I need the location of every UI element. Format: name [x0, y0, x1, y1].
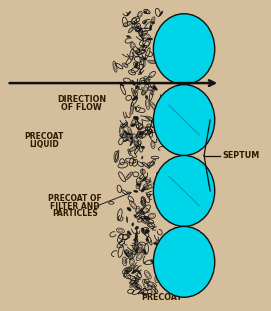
Circle shape [153, 85, 215, 156]
Ellipse shape [131, 270, 136, 274]
Ellipse shape [151, 21, 155, 24]
Ellipse shape [145, 95, 148, 99]
Ellipse shape [120, 84, 124, 86]
Ellipse shape [146, 239, 149, 241]
Ellipse shape [153, 86, 157, 90]
Ellipse shape [136, 26, 140, 28]
Ellipse shape [130, 140, 133, 146]
Ellipse shape [126, 217, 128, 223]
Text: PRECOAT: PRECOAT [24, 132, 64, 142]
Ellipse shape [142, 177, 146, 182]
Ellipse shape [163, 63, 165, 66]
Ellipse shape [153, 243, 159, 245]
Circle shape [153, 156, 215, 226]
Ellipse shape [148, 131, 153, 135]
Ellipse shape [135, 226, 138, 230]
Text: FILTER AND: FILTER AND [50, 202, 99, 211]
Ellipse shape [154, 180, 159, 183]
Ellipse shape [135, 236, 137, 242]
Ellipse shape [147, 38, 153, 40]
Ellipse shape [132, 80, 135, 86]
Ellipse shape [135, 62, 138, 67]
Ellipse shape [135, 86, 138, 89]
Ellipse shape [150, 260, 156, 263]
Text: OF FLOW: OF FLOW [61, 103, 102, 112]
Ellipse shape [125, 270, 129, 272]
Ellipse shape [133, 116, 139, 120]
Text: SEPTUM: SEPTUM [223, 151, 260, 160]
Ellipse shape [147, 230, 149, 233]
Ellipse shape [142, 45, 145, 48]
Ellipse shape [143, 21, 147, 24]
Ellipse shape [144, 229, 148, 234]
Ellipse shape [131, 124, 135, 127]
Ellipse shape [143, 57, 147, 60]
Text: DIRECTION: DIRECTION [57, 95, 106, 104]
Ellipse shape [134, 190, 138, 193]
Ellipse shape [124, 130, 128, 135]
Ellipse shape [135, 286, 140, 289]
Ellipse shape [141, 187, 146, 192]
Ellipse shape [143, 249, 146, 255]
Ellipse shape [146, 216, 150, 220]
Ellipse shape [158, 200, 162, 203]
Ellipse shape [157, 122, 159, 129]
Ellipse shape [137, 183, 140, 186]
Text: PRECOAT: PRECOAT [141, 293, 182, 302]
Text: PARTICLES: PARTICLES [52, 209, 98, 218]
Ellipse shape [126, 133, 132, 135]
Ellipse shape [133, 239, 136, 241]
Ellipse shape [140, 131, 141, 134]
Ellipse shape [159, 11, 163, 16]
Ellipse shape [127, 231, 131, 235]
Text: LIQUID: LIQUID [29, 140, 59, 149]
Ellipse shape [142, 228, 144, 233]
Ellipse shape [138, 270, 141, 275]
Ellipse shape [141, 132, 144, 134]
Ellipse shape [141, 146, 145, 149]
Ellipse shape [136, 248, 138, 253]
Ellipse shape [124, 251, 128, 256]
Ellipse shape [134, 215, 137, 217]
Ellipse shape [144, 11, 147, 14]
Ellipse shape [136, 232, 137, 239]
Ellipse shape [130, 137, 133, 139]
Ellipse shape [127, 207, 131, 211]
Ellipse shape [138, 83, 141, 85]
Circle shape [153, 14, 215, 85]
Ellipse shape [126, 35, 130, 38]
Text: PRECOAT OF: PRECOAT OF [48, 194, 102, 203]
Ellipse shape [132, 223, 134, 226]
Ellipse shape [132, 96, 137, 101]
Ellipse shape [140, 71, 141, 74]
Ellipse shape [123, 139, 128, 142]
Ellipse shape [144, 216, 147, 219]
Ellipse shape [141, 292, 146, 296]
Ellipse shape [150, 25, 152, 30]
Ellipse shape [141, 156, 143, 159]
Ellipse shape [134, 107, 137, 109]
Ellipse shape [127, 11, 131, 16]
Circle shape [153, 226, 215, 297]
